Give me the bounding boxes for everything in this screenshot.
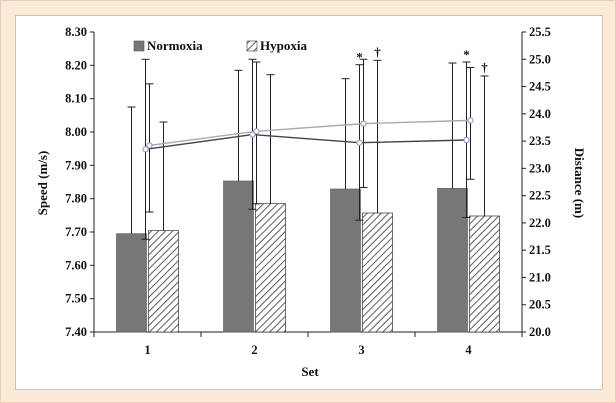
- y-axis-title-left: Speed (m/s): [35, 151, 50, 216]
- series-line-1: [145, 133, 467, 150]
- y-left-tick-label: 7.90: [65, 158, 87, 172]
- legend-swatch-hypoxia: [246, 40, 258, 52]
- bar-normoxia: [223, 180, 254, 333]
- y-right-tick-label: 20.5: [529, 298, 551, 312]
- bar-hypoxia: [148, 230, 179, 333]
- significance-dagger: †: [481, 60, 488, 75]
- y-right-tick-label: 25.0: [529, 52, 551, 66]
- axes-layer: 7.40 7.50 7.60 7.70 7.80 7.90 8.00 8.10 8.20 8.30…: [65, 25, 551, 357]
- lines-layer: [142, 117, 474, 153]
- bar-normoxia: [437, 187, 468, 333]
- bar-normoxia: [330, 188, 361, 333]
- x-axis-title: Set: [301, 364, 319, 379]
- y-right-tick-label: 21.0: [529, 270, 551, 284]
- y-axis-title-right: Distance (m): [572, 148, 587, 218]
- y-left-tick-label: 7.60: [65, 258, 87, 272]
- significance-dagger: †: [374, 44, 381, 59]
- y-left-tick-label: 8.30: [65, 25, 87, 39]
- series-point-1: [356, 139, 363, 146]
- y-right-tick-label: 22.0: [529, 216, 551, 230]
- series-point-2: [253, 128, 260, 135]
- legend: Normoxia Hypoxia: [133, 38, 307, 53]
- y-right-tick-label: 20.0: [529, 325, 551, 339]
- x-tick-label: 1: [144, 343, 150, 357]
- bar-hypoxia: [362, 212, 393, 333]
- bar-normoxia: [116, 233, 147, 333]
- series-point-2: [467, 117, 474, 124]
- y-right-tick-label: 23.0: [529, 161, 551, 175]
- bar-hypoxia: [255, 203, 286, 333]
- y-right-tick-label: 24.0: [529, 107, 551, 121]
- y-left-tick-label: 8.20: [65, 58, 87, 72]
- x-tick-label: 2: [251, 343, 257, 357]
- x-tick-label: 4: [465, 343, 472, 357]
- y-left-tick-label: 7.50: [65, 292, 87, 306]
- x-tick-label: 3: [358, 343, 364, 357]
- y-right-tick-label: 21.5: [529, 243, 551, 257]
- series-point-2: [360, 120, 367, 127]
- y-right-tick-label: 24.5: [529, 80, 551, 94]
- y-right-tick-label: 25.5: [529, 25, 551, 39]
- series-line-2: [149, 119, 471, 147]
- y-left-tick-label: 8.00: [65, 125, 87, 139]
- series-point-2: [146, 142, 153, 149]
- y-right-tick-label: 22.5: [529, 189, 551, 203]
- bars-layer: [116, 180, 500, 333]
- y-left-tick-label: 7.70: [65, 225, 87, 239]
- error-bars-layer: [127, 58, 489, 240]
- y-left-tick-label: 7.40: [65, 325, 87, 339]
- chart-panel: [15, 15, 603, 390]
- y-left-tick-label: 7.80: [65, 192, 87, 206]
- y-left-tick-label: 8.10: [65, 92, 87, 106]
- series-point-1: [463, 136, 470, 144]
- labels-layer: * † * †: [356, 44, 488, 75]
- bar-hypoxia: [469, 215, 500, 333]
- legend-label-normoxia: Normoxia: [147, 38, 203, 53]
- significance-asterisk: *: [463, 47, 470, 62]
- series-point-1: [142, 146, 149, 153]
- significance-asterisk: *: [356, 50, 363, 65]
- y-right-tick-label: 23.5: [529, 134, 551, 148]
- legend-swatch-normoxia: [133, 40, 145, 52]
- legend-label-hypoxia: Hypoxia: [260, 38, 307, 53]
